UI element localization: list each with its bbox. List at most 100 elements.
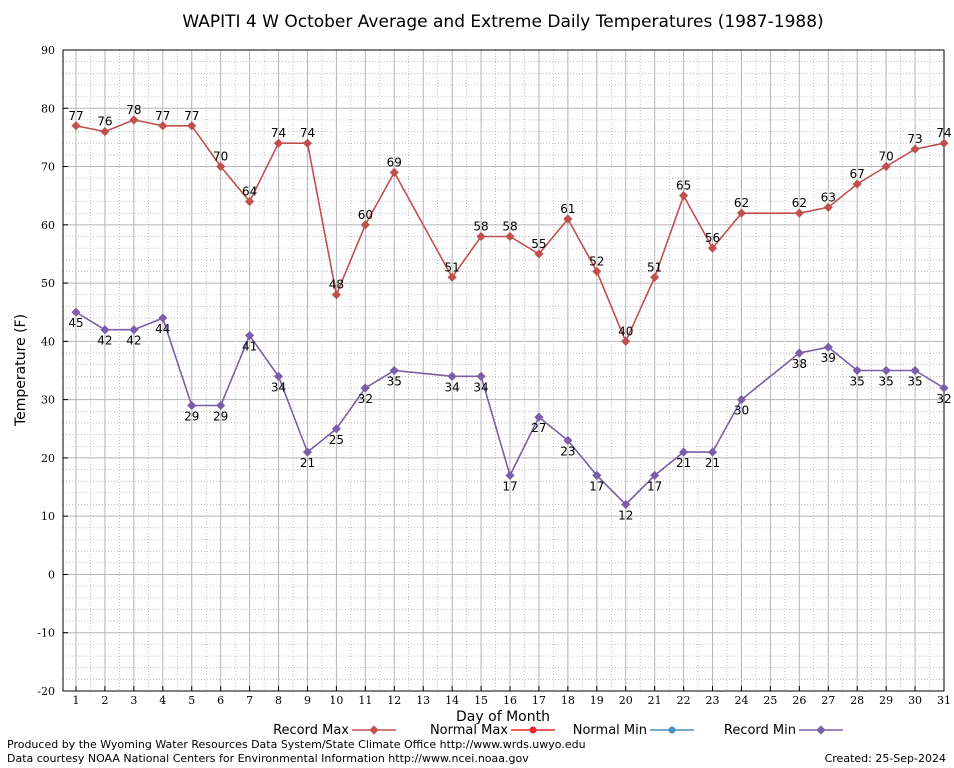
data-label: 35 xyxy=(878,375,893,389)
y-tick-label: 80 xyxy=(41,102,55,115)
data-label: 64 xyxy=(242,185,257,199)
data-label: 35 xyxy=(387,375,402,389)
x-tick-label: 6 xyxy=(217,694,224,707)
data-label: 58 xyxy=(502,219,517,233)
x-axis-ticks: 1 2 3 4 5 6 7 8 9 10 11 12 13 14 15 16 17 18 19 20 21 22 23 24 2… xyxy=(73,686,951,707)
x-tick-label: 19 xyxy=(590,694,604,707)
data-point xyxy=(794,208,804,218)
data-point xyxy=(245,330,255,341)
y-tick-label: 10 xyxy=(41,510,55,523)
data-label: 62 xyxy=(792,196,807,210)
y-tick-label: 20 xyxy=(41,452,55,465)
x-tick-label: 2 xyxy=(101,694,108,707)
data-label: 77 xyxy=(68,109,83,123)
data-label: 35 xyxy=(907,375,922,389)
data-point xyxy=(881,365,891,376)
y-tick-label: 90 xyxy=(41,44,55,57)
data-label: 17 xyxy=(502,479,517,493)
data-label: 65 xyxy=(676,179,691,193)
x-tick-label: 7 xyxy=(246,694,253,707)
data-label: 42 xyxy=(126,334,141,348)
data-label: 70 xyxy=(878,150,893,164)
x-tick-label: 15 xyxy=(474,694,488,707)
y-tick-label: 30 xyxy=(41,394,55,407)
data-label: 38 xyxy=(792,357,807,371)
data-point xyxy=(534,412,544,422)
data-point xyxy=(71,121,81,131)
data-label: 32 xyxy=(358,392,373,406)
y-axis-title: Temperature (F) xyxy=(13,314,29,427)
data-point xyxy=(592,470,602,480)
data-label: 27 xyxy=(531,421,546,435)
data-label: 67 xyxy=(850,167,865,181)
data-label: 25 xyxy=(329,433,344,447)
x-tick-label: 10 xyxy=(329,694,343,707)
y-tick-label: 60 xyxy=(41,219,55,232)
data-point xyxy=(389,365,399,376)
data-label: 74 xyxy=(936,126,951,140)
data-label: 30 xyxy=(734,404,749,418)
data-point xyxy=(158,313,168,323)
legend-label: Record Max xyxy=(273,723,349,738)
data-point xyxy=(621,499,631,510)
data-label: 34 xyxy=(444,380,459,394)
data-point xyxy=(707,243,718,253)
x-tick-label: 22 xyxy=(677,694,691,707)
data-label: 60 xyxy=(358,208,373,222)
data-point xyxy=(71,307,81,317)
data-label: 21 xyxy=(676,456,691,470)
data-point xyxy=(476,231,486,242)
data-point xyxy=(302,138,313,148)
data-label: 55 xyxy=(531,237,546,251)
data-label: 48 xyxy=(329,278,344,292)
data-label: 34 xyxy=(473,380,488,394)
data-point xyxy=(823,342,833,352)
data-point xyxy=(302,447,313,457)
data-point xyxy=(505,470,515,480)
data-label: 29 xyxy=(184,409,199,423)
x-tick-label: 20 xyxy=(619,694,633,707)
x-tick-label: 18 xyxy=(561,694,575,707)
series-record-max: 77 76 78 77 77 70 64 74 74 48 60 69 51 58 58 55 61 52 40 51… xyxy=(68,103,952,346)
data-label: 77 xyxy=(155,109,170,123)
data-point xyxy=(158,121,168,131)
x-tick-label: 25 xyxy=(763,694,777,707)
data-label: 29 xyxy=(213,409,228,423)
plot-border xyxy=(62,49,945,692)
data-point xyxy=(707,447,718,457)
data-point xyxy=(650,272,660,282)
data-point xyxy=(389,167,399,177)
data-label: 51 xyxy=(647,260,662,274)
data-point xyxy=(823,202,833,212)
data-point xyxy=(273,138,284,148)
x-tick-label: 31 xyxy=(937,694,951,707)
data-point xyxy=(534,249,544,259)
x-tick-label: 26 xyxy=(792,694,806,707)
legend: Record Max Normal Max Normal Min Record Min xyxy=(273,723,843,738)
data-point xyxy=(447,272,457,282)
data-point xyxy=(129,115,139,125)
data-label: 78 xyxy=(126,103,141,117)
data-point xyxy=(679,447,689,457)
data-point xyxy=(939,138,949,148)
data-label: 12 xyxy=(618,509,633,523)
legend-swatch-marker xyxy=(529,726,537,734)
data-label: 74 xyxy=(271,126,286,140)
data-point xyxy=(216,161,226,172)
footer-created-date: Created: 25-Sep-2024 xyxy=(825,752,946,765)
data-point xyxy=(881,161,891,172)
data-point xyxy=(910,144,920,154)
data-point xyxy=(939,383,949,393)
data-point xyxy=(360,383,370,393)
data-point xyxy=(736,208,747,218)
x-tick-label: 11 xyxy=(358,694,372,707)
x-tick-label: 8 xyxy=(275,694,282,707)
footer-data-courtesy: Data courtesy NOAA National Centers for … xyxy=(7,752,529,765)
data-label: 70 xyxy=(213,150,228,164)
data-label: 40 xyxy=(618,324,633,338)
data-label: 77 xyxy=(184,109,199,123)
data-point xyxy=(216,400,226,411)
data-label: 35 xyxy=(850,375,865,389)
data-label: 61 xyxy=(560,202,575,216)
legend-swatch-marker xyxy=(369,725,379,735)
